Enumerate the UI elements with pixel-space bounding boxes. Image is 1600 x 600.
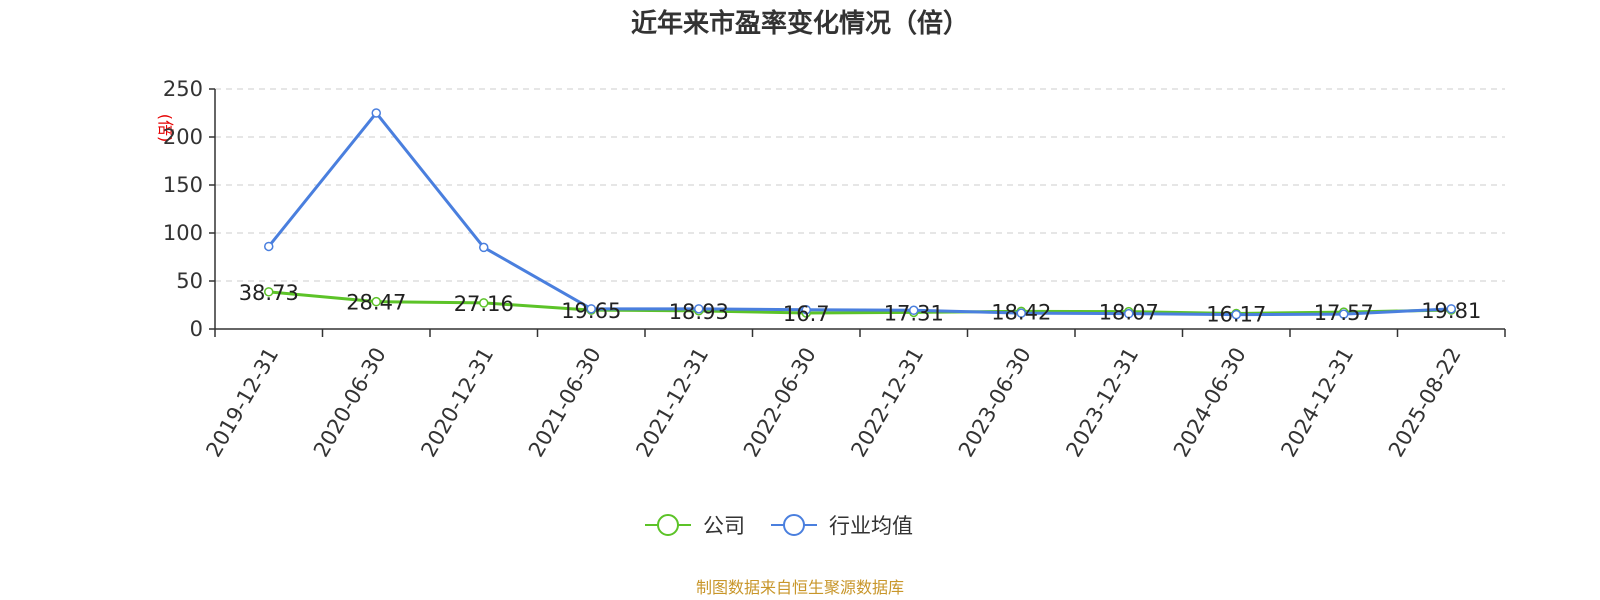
series-1-point-10 bbox=[1339, 309, 1349, 319]
data-label-2: 27.16 bbox=[454, 292, 514, 316]
series-line-1 bbox=[267, 111, 1452, 317]
series-1-point-8 bbox=[1124, 308, 1134, 319]
x-tick-label-4: 2021-12-31 bbox=[631, 343, 713, 461]
x-tick-label-11: 2025-08-22 bbox=[1384, 343, 1466, 461]
grid-lines bbox=[215, 88, 1505, 282]
series-1-point-4 bbox=[694, 304, 704, 314]
y-tick-label-50: 50 bbox=[176, 269, 203, 293]
y-axis-unit-label: (倍) bbox=[156, 114, 175, 143]
x-axis: 2019-12-31 2020-06-30 2020-12-31 2021-06-30… bbox=[201, 328, 1506, 461]
x-tick-label-9: 2024-06-30 bbox=[1169, 343, 1251, 461]
data-label-9: 16.17 bbox=[1206, 302, 1266, 326]
legend[interactable]: 公司 行业均值 bbox=[645, 514, 913, 538]
x-tick-label-0: 2019-12-31 bbox=[201, 343, 283, 461]
legend-swatch-marker-0 bbox=[657, 514, 679, 536]
legend-item-1[interactable]: 行业均值 bbox=[771, 514, 913, 538]
series-1-point-2 bbox=[479, 242, 489, 253]
series-layer bbox=[264, 108, 1456, 320]
x-tick-label-10: 2024-12-31 bbox=[1276, 343, 1358, 461]
x-tick-label-7: 2023-06-30 bbox=[954, 343, 1036, 461]
series-1-point-9 bbox=[1231, 309, 1241, 320]
legend-label-1: 行业均值 bbox=[829, 514, 913, 538]
y-tick-label-200: 200 bbox=[163, 125, 203, 149]
x-tick-label-5: 2022-06-30 bbox=[739, 343, 821, 461]
data-label-10: 17.57 bbox=[1314, 301, 1374, 325]
data-label-7: 18.42 bbox=[991, 300, 1051, 324]
y-tick-label-100: 100 bbox=[163, 221, 203, 245]
data-label-5: 16.7 bbox=[783, 302, 830, 326]
series-0-point-1 bbox=[371, 296, 381, 307]
data-labels: 38.73 28.47 27.16 19.65 18.93 16.7 17.31 18.42 1… bbox=[239, 281, 1482, 327]
data-label-8: 18.07 bbox=[1099, 301, 1159, 325]
x-tick-label-6: 2022-12-31 bbox=[846, 343, 928, 461]
data-label-1: 28.47 bbox=[346, 291, 406, 315]
legend-label-0: 公司 bbox=[703, 514, 745, 538]
source-note: 制图数据来自恒生聚源数据库 bbox=[696, 578, 904, 597]
data-label-4: 18.93 bbox=[669, 300, 729, 324]
series-0-point-2 bbox=[479, 298, 489, 308]
y-tick-label-150: 150 bbox=[163, 173, 203, 197]
series-1-point-11 bbox=[1446, 304, 1456, 314]
data-label-0: 38.73 bbox=[239, 281, 299, 305]
series-1-point-7 bbox=[1016, 308, 1026, 318]
data-label-6: 17.31 bbox=[884, 301, 944, 325]
chart-title: 近年来市盈率变化情况（倍） bbox=[631, 8, 969, 39]
series-1-point-5 bbox=[801, 305, 811, 315]
x-tick-label-3: 2021-06-30 bbox=[524, 343, 606, 461]
y-tick-label-250: 250 bbox=[163, 77, 203, 101]
x-tick-label-8: 2023-12-31 bbox=[1061, 343, 1143, 461]
y-tick-label-0: 0 bbox=[190, 317, 203, 341]
legend-swatch-marker-1 bbox=[783, 514, 805, 536]
x-tick-label-1: 2020-06-30 bbox=[309, 343, 391, 461]
series-1-point-0 bbox=[264, 241, 274, 252]
legend-item-0[interactable]: 公司 bbox=[645, 514, 745, 538]
series-0-point-0 bbox=[264, 287, 274, 297]
x-tick-label-2: 2020-12-31 bbox=[416, 343, 498, 461]
data-label-3: 19.65 bbox=[561, 299, 621, 323]
y-axis: 0 50 100 150 200 250 bbox=[163, 77, 216, 341]
series-1-point-1 bbox=[371, 108, 381, 118]
series-1-point-3 bbox=[586, 304, 596, 314]
data-label-11: 19.81 bbox=[1421, 299, 1481, 323]
series-1-point-6 bbox=[909, 305, 919, 316]
